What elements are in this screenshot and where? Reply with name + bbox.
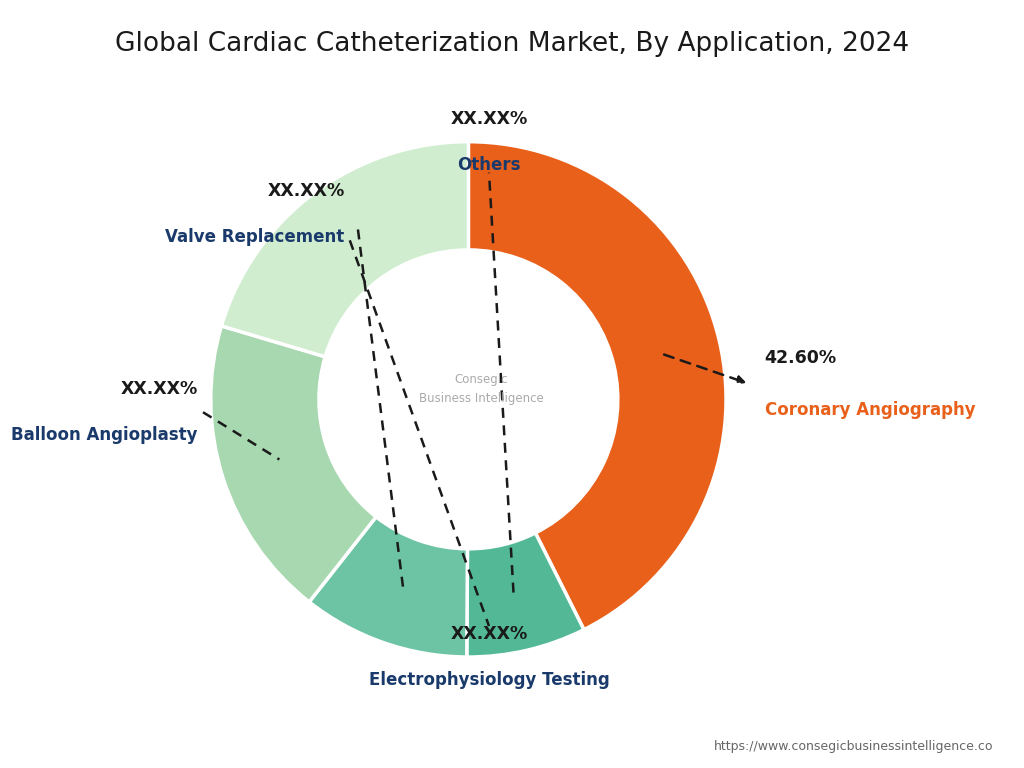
Text: 42.60%: 42.60%	[765, 349, 837, 367]
Wedge shape	[221, 142, 468, 357]
Text: XX.XX%: XX.XX%	[451, 110, 527, 127]
Text: Others: Others	[458, 156, 521, 174]
Text: Valve Replacement: Valve Replacement	[166, 228, 345, 246]
Text: Electrophysiology Testing: Electrophysiology Testing	[369, 671, 609, 689]
Wedge shape	[468, 142, 726, 630]
Text: XX.XX%: XX.XX%	[267, 182, 345, 200]
Text: Coronary Angiography: Coronary Angiography	[765, 401, 975, 419]
Wedge shape	[467, 533, 584, 657]
Text: Balloon Angioplasty: Balloon Angioplasty	[11, 426, 198, 445]
Wedge shape	[211, 326, 376, 602]
Text: Consegic
Business Intelligence: Consegic Business Intelligence	[419, 373, 544, 405]
Text: XX.XX%: XX.XX%	[451, 625, 527, 643]
Text: https://www.consegicbusinessintelligence.co: https://www.consegicbusinessintelligence…	[714, 740, 993, 753]
Text: Global Cardiac Catheterization Market, By Application, 2024: Global Cardiac Catheterization Market, B…	[115, 31, 909, 57]
Wedge shape	[309, 517, 468, 657]
Text: XX.XX%: XX.XX%	[121, 380, 198, 398]
